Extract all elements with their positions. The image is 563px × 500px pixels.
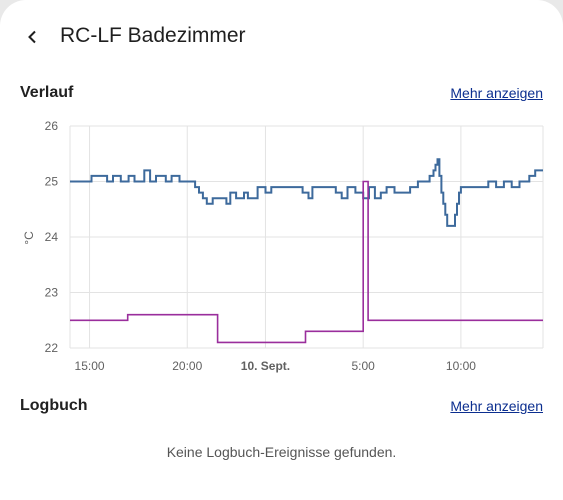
series-setpoint-line [70,180,543,344]
x-tick-label: 15:00 [75,359,105,373]
x-tick-label: 10. Sept. [241,359,290,373]
chevron-left-icon [28,30,36,44]
y-tick-label: 25 [45,175,59,189]
logbook-more-link[interactable]: Mehr anzeigen [450,398,543,414]
page-title: RC-LF Badezimmer [60,24,246,47]
series-temperature-line [70,158,543,227]
back-button[interactable] [18,22,48,52]
x-tick-label: 10:00 [446,359,476,373]
history-more-link[interactable]: Mehr anzeigen [450,85,543,101]
y-axis-label: °C [22,231,36,245]
logbook-empty-message: Keine Logbuch-Ereignisse gefunden. [166,444,397,460]
x-tick-label: 5:00 [352,359,376,373]
chart-grid [69,125,544,349]
chart-series [70,158,543,344]
y-tick-label: 23 [45,286,59,300]
y-axis: 22 23 24 25 26 [45,119,59,355]
x-axis: 15:00 20:00 10. Sept. 5:00 10:00 [75,359,477,373]
y-tick-label: 24 [45,230,59,244]
dialog-header: RC-LF Badezimmer [0,0,563,72]
logbook-title: Logbuch [20,397,88,414]
y-tick-label: 22 [45,341,59,355]
history-title: Verlauf [20,84,74,101]
x-tick-label: 20:00 [172,359,202,373]
y-tick-label: 26 [45,119,59,133]
